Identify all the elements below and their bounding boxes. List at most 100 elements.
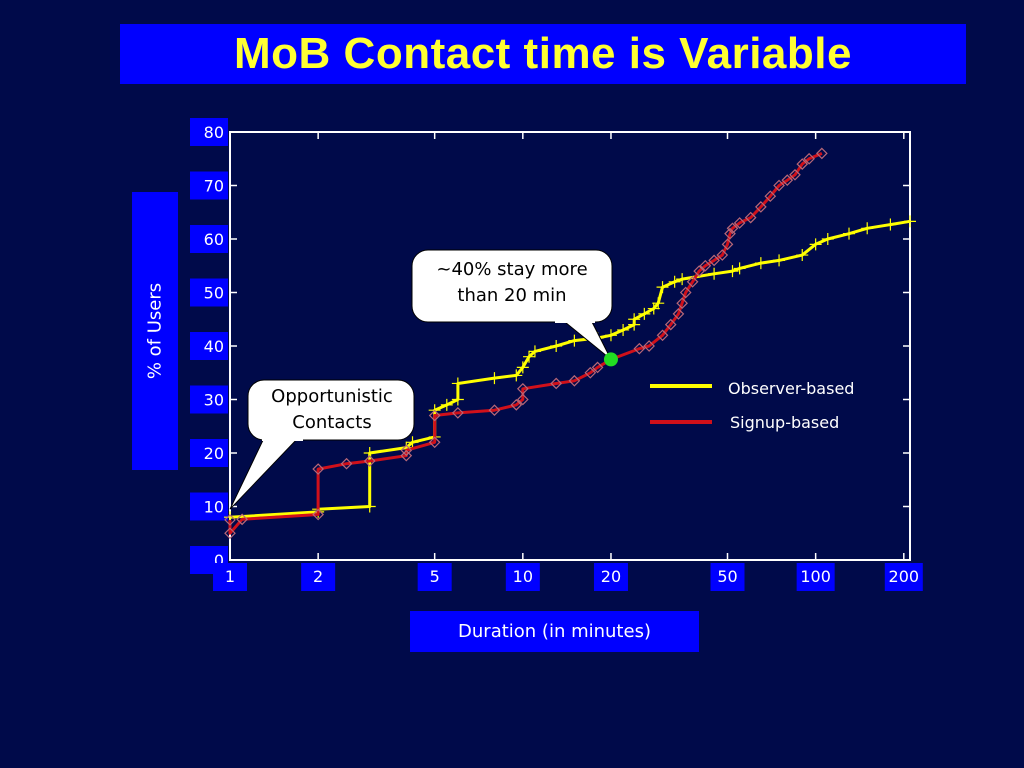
x-tick-box	[301, 563, 336, 591]
data-point-observer	[638, 307, 651, 320]
legend-observer-label: Observer-based	[728, 379, 855, 398]
x-tick-box	[213, 563, 247, 591]
x-tick-label: 20	[601, 567, 621, 586]
y-tick-label: 40	[204, 337, 224, 356]
y-tick-box	[190, 225, 228, 253]
data-point-signup	[428, 436, 441, 449]
data-point-signup	[584, 366, 597, 379]
x-tick-box	[796, 563, 835, 591]
data-point-signup	[568, 374, 581, 387]
x-tick-box	[417, 563, 452, 591]
series-line-signup	[228, 152, 823, 535]
data-point-observer	[528, 345, 541, 358]
data-point-observer	[363, 447, 376, 459]
data-point-signup	[224, 514, 236, 526]
data-point-signup	[755, 201, 767, 213]
data-point-signup	[679, 286, 692, 299]
callout-stay-pointer	[558, 317, 612, 360]
data-point-signup	[733, 217, 746, 229]
y-tick-box	[190, 439, 228, 467]
y-axis-label: % of Users	[144, 282, 166, 380]
data-point-observer	[617, 323, 630, 336]
data-point-signup	[764, 190, 777, 203]
data-point-signup	[708, 254, 720, 267]
data-point-observer	[568, 334, 581, 347]
page-title: MoB Contact time is Variable	[234, 29, 852, 78]
x-tick-label: 200	[889, 567, 920, 586]
data-point-observer	[488, 372, 501, 385]
series-line-observer	[229, 219, 911, 519]
legend-signup-label: Signup-based	[730, 413, 840, 432]
y-tick-label: 60	[204, 230, 224, 249]
data-point-signup	[312, 508, 324, 521]
data-point-observer	[604, 329, 617, 342]
data-point-observer	[440, 398, 453, 411]
data-point-signup	[510, 399, 523, 411]
data-point-observer	[796, 249, 809, 262]
x-tick-label: 50	[717, 567, 737, 586]
data-point-signup	[699, 259, 712, 272]
data-point-signup	[664, 318, 677, 331]
y-tick-label: 10	[204, 498, 224, 517]
y-tick-box	[190, 332, 228, 360]
data-point-observer	[726, 265, 739, 278]
data-point-observer	[843, 227, 856, 240]
callout-opportunistic-pointer	[229, 435, 302, 510]
data-point-observer	[733, 262, 746, 275]
data-point-observer	[523, 350, 536, 363]
data-point-observer	[754, 257, 767, 270]
data-point-observer	[656, 281, 669, 294]
data-point-signup	[340, 457, 353, 470]
data-point-signup	[789, 168, 801, 181]
x-tick-box	[884, 563, 923, 591]
x-tick-box	[505, 563, 540, 591]
data-point-observer	[363, 500, 376, 513]
data-point-signup	[693, 265, 705, 277]
data-point-observer	[809, 238, 822, 251]
data-point-observer	[628, 313, 641, 326]
data-point-signup	[721, 238, 734, 251]
data-point-signup	[672, 308, 685, 320]
y-tick-label: 30	[204, 391, 224, 410]
x-tick-label: 100	[800, 567, 831, 586]
callout-stay-bubble	[411, 249, 613, 323]
y-tick-label: 20	[204, 444, 224, 463]
y-axis-label-box	[132, 192, 178, 470]
highlight-marker	[603, 352, 618, 367]
data-point-observer	[676, 273, 689, 286]
data-point-signup	[400, 449, 413, 462]
data-point-observer	[406, 436, 419, 449]
x-axis-label: Duration (in minutes)	[458, 621, 651, 642]
data-point-signup	[796, 158, 809, 170]
data-point-observer	[708, 267, 721, 280]
y-tick-box	[190, 118, 228, 146]
x-tick-box	[710, 563, 745, 591]
data-point-signup	[781, 174, 794, 186]
data-point-signup	[656, 329, 669, 342]
callout-opportunistic-text: Opportunistic Contacts	[271, 386, 393, 433]
data-point-signup	[452, 407, 464, 419]
data-point-signup	[363, 455, 376, 467]
data-point-observer	[668, 275, 681, 288]
data-point-signup	[744, 211, 757, 224]
x-tick-label: 5	[430, 567, 440, 586]
plot-frame	[229, 131, 911, 561]
y-tick-label: 80	[204, 123, 224, 142]
data-point-observer	[821, 233, 834, 245]
x-tick-label: 1	[225, 567, 235, 586]
data-point-observer	[652, 297, 665, 310]
y-tick-box	[190, 385, 228, 414]
data-point-signup	[428, 409, 441, 422]
x-axis-label-box: Duration (in minutes)	[410, 611, 699, 652]
data-point-observer	[510, 369, 523, 382]
title-bar: MoB Contact time is Variable	[120, 24, 966, 84]
callout-opportunistic-joint	[262, 433, 303, 441]
data-point-signup	[676, 297, 688, 310]
data-point-observer	[451, 377, 464, 390]
data-point-signup	[591, 361, 604, 374]
y-tick-label: 50	[204, 284, 224, 303]
data-point-signup	[816, 147, 828, 160]
y-tick-box	[190, 171, 228, 200]
y-tick-label: 0	[214, 551, 224, 570]
data-point-signup	[686, 275, 699, 288]
